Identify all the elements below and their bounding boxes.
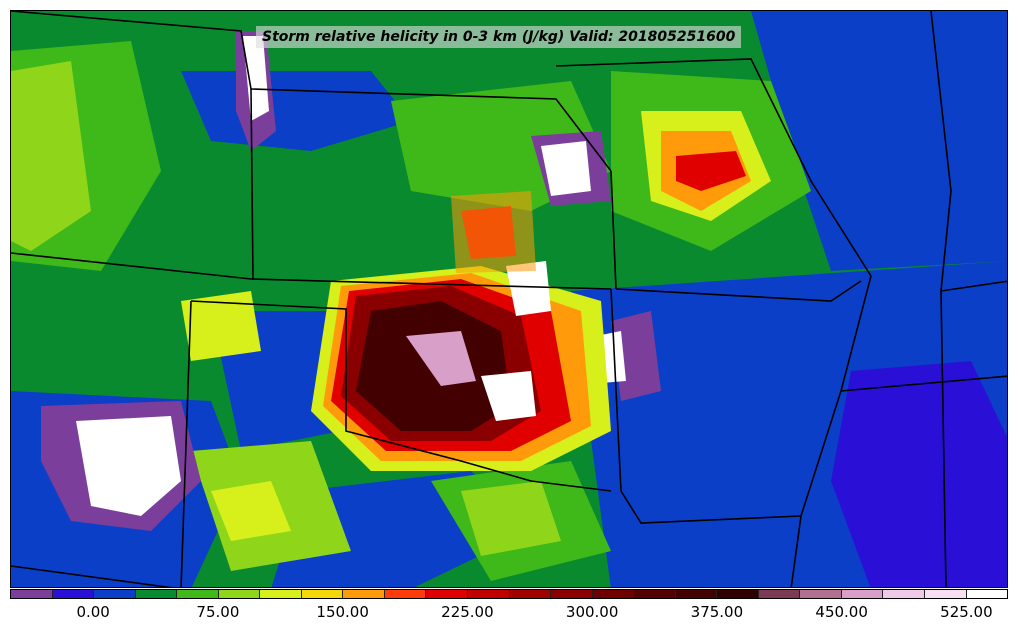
field-yellowgreen-west — [11, 61, 91, 251]
border-oklahoma-panhandle — [190, 300, 612, 492]
colorbar-swatch — [551, 590, 593, 598]
colorbar — [10, 589, 1008, 599]
field-yellow-oklahoma-west — [181, 291, 261, 361]
colorbar-swatch — [343, 590, 385, 598]
field-yellow-south — [211, 481, 291, 541]
map-title: Storm relative helicity in 0-3 km (J/kg)… — [256, 26, 742, 48]
field-white-southwest — [76, 416, 181, 516]
colorbar-swatch — [800, 590, 842, 598]
colorbar-tick-label: 525.00 — [940, 603, 993, 621]
border-kansas-west — [250, 88, 254, 280]
helicity-map — [11, 11, 1007, 587]
colorbar-swatch — [925, 590, 967, 598]
border-kansas-east — [610, 170, 617, 290]
colorbar-swatch — [634, 590, 676, 598]
border-oklahoma-east — [610, 288, 622, 492]
border-nm-texas — [180, 300, 192, 587]
colorbar-swatch — [841, 590, 884, 598]
border-mississippi-river — [790, 275, 872, 587]
colorbar-swatch — [883, 590, 926, 598]
border-missouri-iowa — [555, 58, 872, 277]
field-yellow-kansas — [451, 191, 536, 273]
field-dark-blue-se — [831, 361, 1007, 587]
colorbar-swatch — [218, 590, 261, 598]
colorbar-swatch — [177, 590, 219, 598]
colorbar-swatch — [11, 590, 53, 598]
field-white-kansas — [541, 141, 591, 196]
colorbar-tick-label: 75.00 — [196, 603, 240, 621]
colorbar-swatch — [52, 590, 95, 598]
colorbar-swatch — [260, 590, 302, 598]
field-white-north — [243, 36, 269, 121]
border-illinois — [930, 11, 952, 292]
colorbar-swatch — [675, 590, 718, 598]
colorbar-tick-label: 300.00 — [565, 603, 619, 621]
border-colorado-kansas — [11, 252, 612, 290]
field-blue-northeast — [751, 11, 1007, 271]
border-east-tn — [940, 290, 947, 587]
map-panel: Storm relative helicity in 0-3 km (J/kg)… — [10, 10, 1008, 588]
colorbar-swatch — [592, 590, 635, 598]
field-white-core — [481, 371, 536, 421]
border-missouri-arkansas — [615, 280, 862, 302]
field-red-northeast — [676, 151, 746, 191]
colorbar-swatch — [426, 590, 469, 598]
border-colorado-nm — [11, 565, 173, 587]
colorbar-swatch — [301, 590, 344, 598]
border-wyoming-colorado — [11, 11, 252, 90]
colorbar-ticks: 0.00 75.00 150.00 225.00 300.00 375.00 450.00 5… — [10, 603, 1008, 625]
colorbar-tick-label: 150.00 — [316, 603, 369, 621]
colorbar-tick-label: 450.00 — [815, 603, 868, 621]
field-pink-core — [406, 331, 476, 386]
colorbar-swatch — [94, 590, 136, 598]
colorbar-swatch — [135, 590, 178, 598]
colorbar-swatch — [509, 590, 552, 598]
border-louisiana — [840, 375, 1007, 392]
colorbar-tick-label: 225.00 — [441, 603, 494, 621]
field-white-kansas-south — [506, 261, 551, 316]
border-texas-arkansas — [620, 490, 802, 524]
border-arkansas-mississippi — [940, 280, 1007, 292]
colorbar-swatch — [384, 590, 427, 598]
field-yellowgreen-southcentral — [461, 481, 561, 556]
colorbar-swatch — [717, 590, 759, 598]
colorbar-swatch — [966, 590, 1008, 598]
colorbar-swatch — [758, 590, 801, 598]
colorbar-swatch — [468, 590, 510, 598]
state-boundaries — [11, 11, 1007, 587]
colorbar-tick-label: 0.00 — [76, 603, 110, 621]
border-nebraska-kansas — [250, 88, 612, 172]
colorbar-tick-label: 375.00 — [690, 603, 744, 621]
